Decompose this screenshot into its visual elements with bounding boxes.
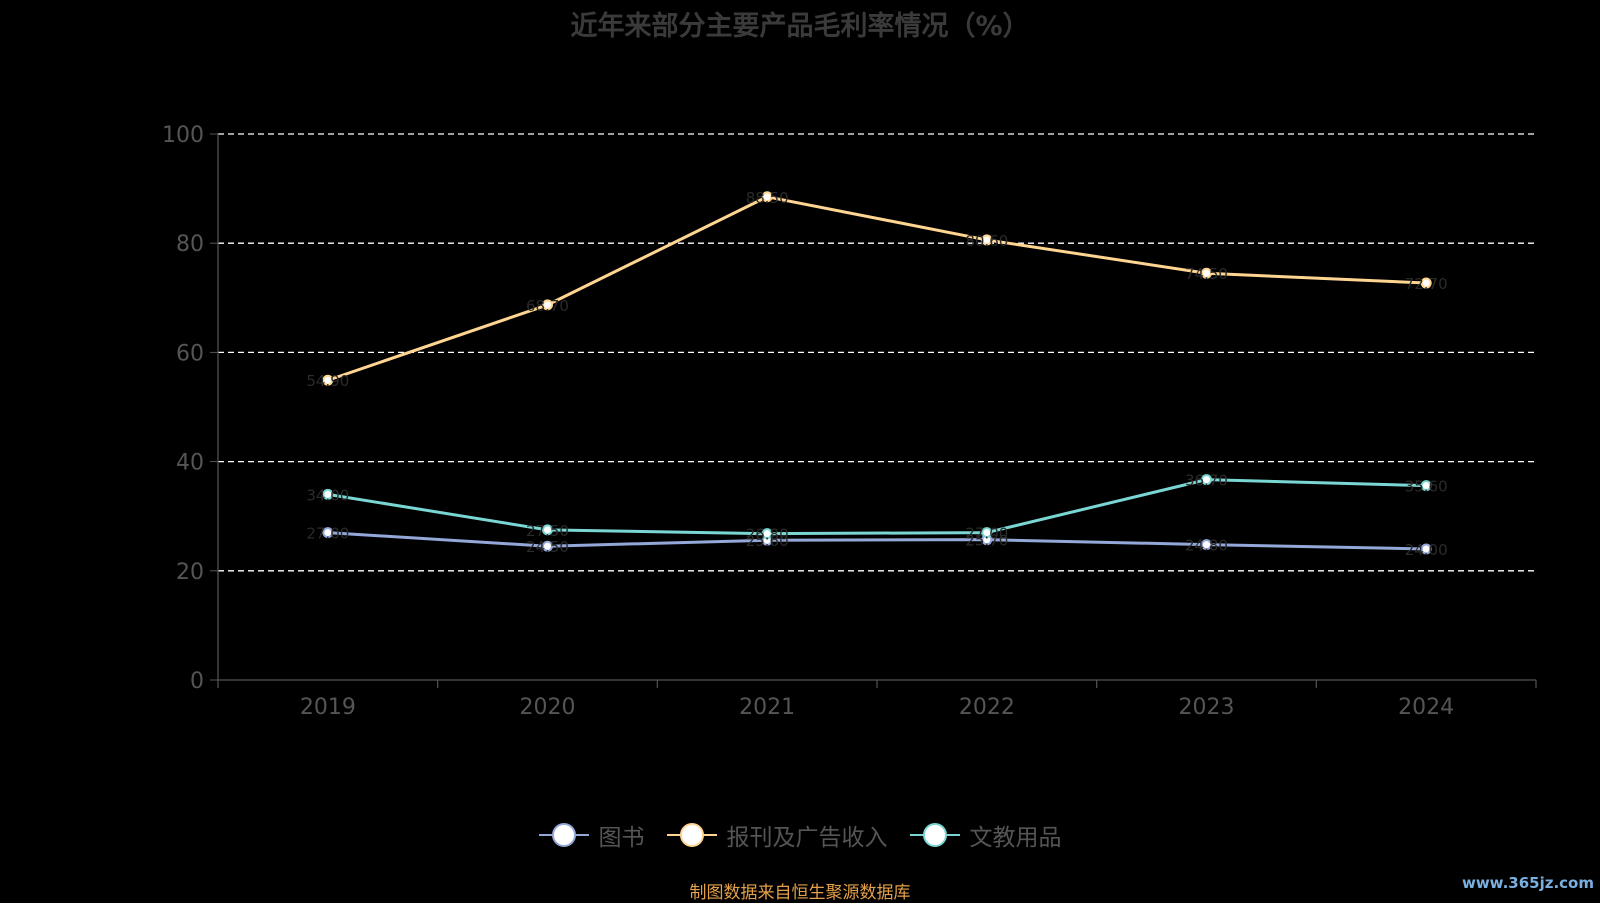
x-tick-label: 2022 [959, 695, 1015, 720]
legend-label: 图书 [598, 825, 645, 851]
data-point [761, 528, 773, 540]
data-label: 26.80 [746, 526, 789, 544]
series-lines [322, 191, 1432, 555]
data-point [1420, 277, 1432, 289]
legend-item[interactable]: 报刊及广告收入 [666, 818, 888, 852]
x-tick-label: 2020 [520, 695, 576, 720]
x-tick-label: 2023 [1179, 695, 1235, 720]
legend-item[interactable]: 文教用品 [909, 818, 1062, 852]
legend-marker [666, 823, 717, 847]
data-label: 27.50 [526, 522, 569, 540]
data-point [322, 527, 334, 539]
data-point [1201, 539, 1212, 551]
y-tick-label: 100 [162, 123, 204, 148]
data-point [981, 234, 993, 246]
data-label: 27.00 [306, 525, 349, 543]
y-tick-label: 0 [190, 669, 204, 694]
data-point [542, 524, 553, 536]
data-point [1201, 267, 1212, 279]
legend: 图书 报刊及广告收入 文教用品 [0, 818, 1600, 852]
legend-circle [679, 823, 704, 847]
data-point [1420, 543, 1432, 555]
data-point [761, 191, 773, 203]
data-label: 35.60 [1405, 478, 1448, 496]
x-tick-label: 2019 [300, 695, 356, 720]
legend-item[interactable]: 图书 [538, 818, 645, 852]
data-label: 24.00 [1405, 541, 1448, 559]
grid-lines [218, 133, 1536, 572]
chart-title: 近年来部分主要产品毛利率情况（%） [570, 11, 1030, 42]
x-tick-label: 2024 [1398, 695, 1454, 720]
axes [210, 133, 1537, 688]
y-tick-label: 20 [176, 560, 204, 585]
data-point [542, 299, 553, 311]
legend-circle [922, 823, 947, 847]
data-label: 24.80 [1185, 537, 1228, 555]
data-label: 80.60 [965, 232, 1008, 250]
y-tick-label: 60 [176, 341, 204, 366]
data-label: 27.00 [965, 525, 1008, 543]
data-label: 68.70 [526, 297, 569, 315]
legend-circle [551, 823, 576, 847]
data-label: 72.70 [1405, 275, 1448, 293]
legend-label: 文教用品 [969, 825, 1062, 851]
legend-label: 报刊及广告收入 [726, 825, 888, 851]
source-note: 制图数据来自恒生聚源数据库 [689, 883, 911, 903]
data-label: 74.50 [1185, 265, 1228, 283]
y-tick-label: 40 [176, 451, 204, 476]
data-label: 24.50 [526, 538, 569, 556]
data-label: 25.70 [965, 532, 1008, 550]
tick-labels: 0 20 40 60 80 100 2019 2020 2021 2022 2023 2024 [162, 123, 1454, 720]
series-line-2 [327, 478, 1427, 536]
series-line-1 [327, 195, 1427, 382]
data-label: 34.00 [306, 486, 349, 504]
data-point [322, 488, 334, 500]
data-label: 88.50 [746, 189, 789, 207]
data-point [322, 374, 334, 386]
data-point [542, 540, 553, 552]
data-label: 36.70 [1185, 472, 1228, 490]
data-label: 25.60 [746, 532, 789, 550]
data-label: 54.90 [306, 372, 349, 390]
x-tick-label: 2021 [739, 695, 795, 720]
series-line-0 [327, 531, 1427, 551]
data-point [1201, 474, 1212, 486]
legend-marker [538, 823, 589, 847]
y-tick-label: 80 [176, 232, 204, 257]
data-point [1420, 480, 1432, 492]
watermark: www.365jz.com [1461, 874, 1594, 892]
data-labels: 27.00 24.50 25.60 25.70 24.80 24.00 54.90 68.70… [306, 189, 1447, 559]
data-point [981, 527, 993, 539]
legend-marker [909, 823, 960, 847]
